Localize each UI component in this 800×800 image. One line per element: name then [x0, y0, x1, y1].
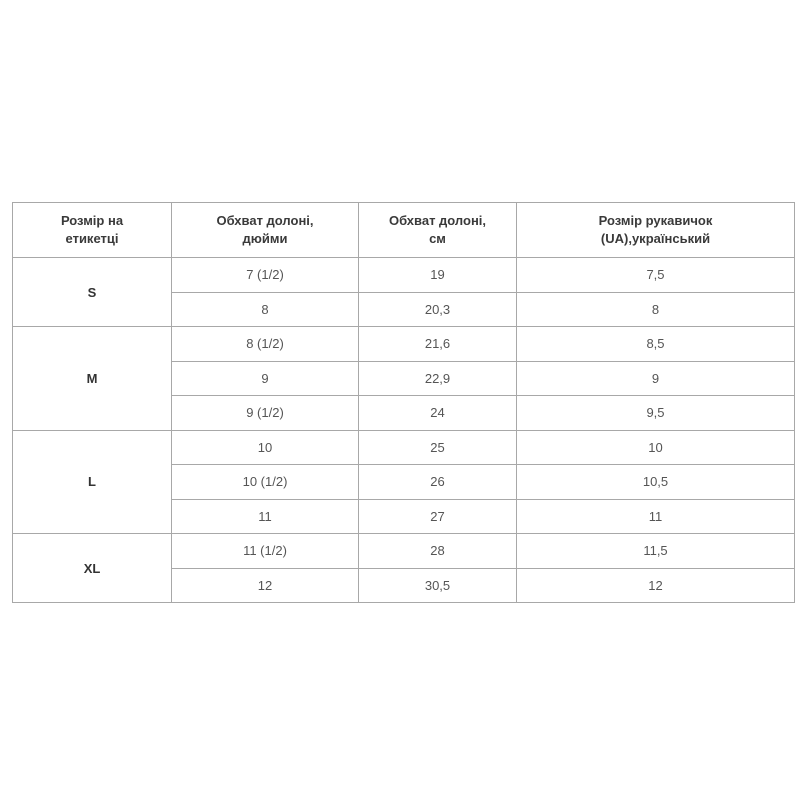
column-header: Розмір на етикетці [12, 202, 172, 258]
table-cell: 21,6 [358, 326, 517, 362]
header-text: Розмір на [60, 213, 124, 228]
table-cell: 9,5 [516, 395, 795, 431]
table-cell: 24 [358, 395, 517, 431]
header-text: Обхват долоні, [216, 213, 314, 228]
header-row: Розмір на етикетці Обхват долоні, дюйми Обхв… [12, 202, 795, 258]
table-cell: 27 [358, 498, 517, 534]
table-cell: 30,5 [358, 567, 517, 603]
table-cell: 25 [358, 429, 517, 465]
table-row: 11 27 11 [13, 498, 795, 534]
table-cell: 8,5 [516, 326, 795, 362]
header-text: (UA),український [600, 231, 711, 246]
header-text: Розмір рукавичок [598, 213, 713, 228]
size-chart-table: Розмір на етикетці Обхват долоні, дюйми Обхв… [12, 202, 795, 603]
size-label: XL [12, 533, 172, 603]
header-text: Обхват долоні, [388, 213, 487, 228]
table-cell: 22,9 [358, 360, 517, 396]
table-cell: 19 [358, 257, 517, 293]
table-row: 9 22,9 9 [13, 360, 795, 396]
table-row: 8 20,3 8 [13, 291, 795, 327]
table-cell: 10 [171, 429, 359, 465]
table-cell: 12 [516, 567, 795, 603]
table-cell: 7,5 [516, 257, 795, 293]
table-cell: 11 [516, 498, 795, 534]
table-cell: 9 [516, 360, 795, 396]
table-cell: 9 [171, 360, 359, 396]
size-label: M [12, 326, 172, 431]
table-row: XL 11 (1/2) 28 11,5 [12, 533, 795, 603]
table-cell: 9 (1/2) [171, 395, 359, 431]
table-cell: 20,3 [358, 291, 517, 327]
size-label: S [12, 257, 172, 327]
table-cell: 10 (1/2) [171, 464, 359, 500]
table-row: L 10 25 10 [12, 429, 795, 534]
table-cell: 26 [358, 464, 517, 500]
table-cell: 10,5 [516, 464, 795, 500]
table-cell: 11,5 [516, 533, 795, 569]
table-cell: 11 [171, 498, 359, 534]
column-header: Розмір рукавичок (UA),український [516, 202, 795, 258]
table-cell: 8 [171, 291, 359, 327]
table-row: 10 (1/2) 26 10,5 [13, 464, 795, 500]
table-cell: 7 (1/2) [171, 257, 359, 293]
table-row: 9 (1/2) 24 9,5 [13, 395, 795, 431]
column-header: Обхват долоні, дюйми [171, 202, 359, 258]
header-text: дюйми [242, 231, 288, 246]
table-row: 12 30,5 12 [13, 567, 795, 603]
table-cell: 10 [516, 429, 795, 465]
header-text: етикетці [65, 231, 119, 246]
table-cell: 11 (1/2) [171, 533, 359, 569]
header-text: см [429, 231, 446, 246]
table-cell: 8 [516, 291, 795, 327]
size-label: L [12, 429, 172, 534]
table-cell: 12 [171, 567, 359, 603]
table-cell: 28 [358, 533, 517, 569]
table-cell: 8 (1/2) [171, 326, 359, 362]
column-header: Обхват долоні, см [358, 202, 517, 258]
